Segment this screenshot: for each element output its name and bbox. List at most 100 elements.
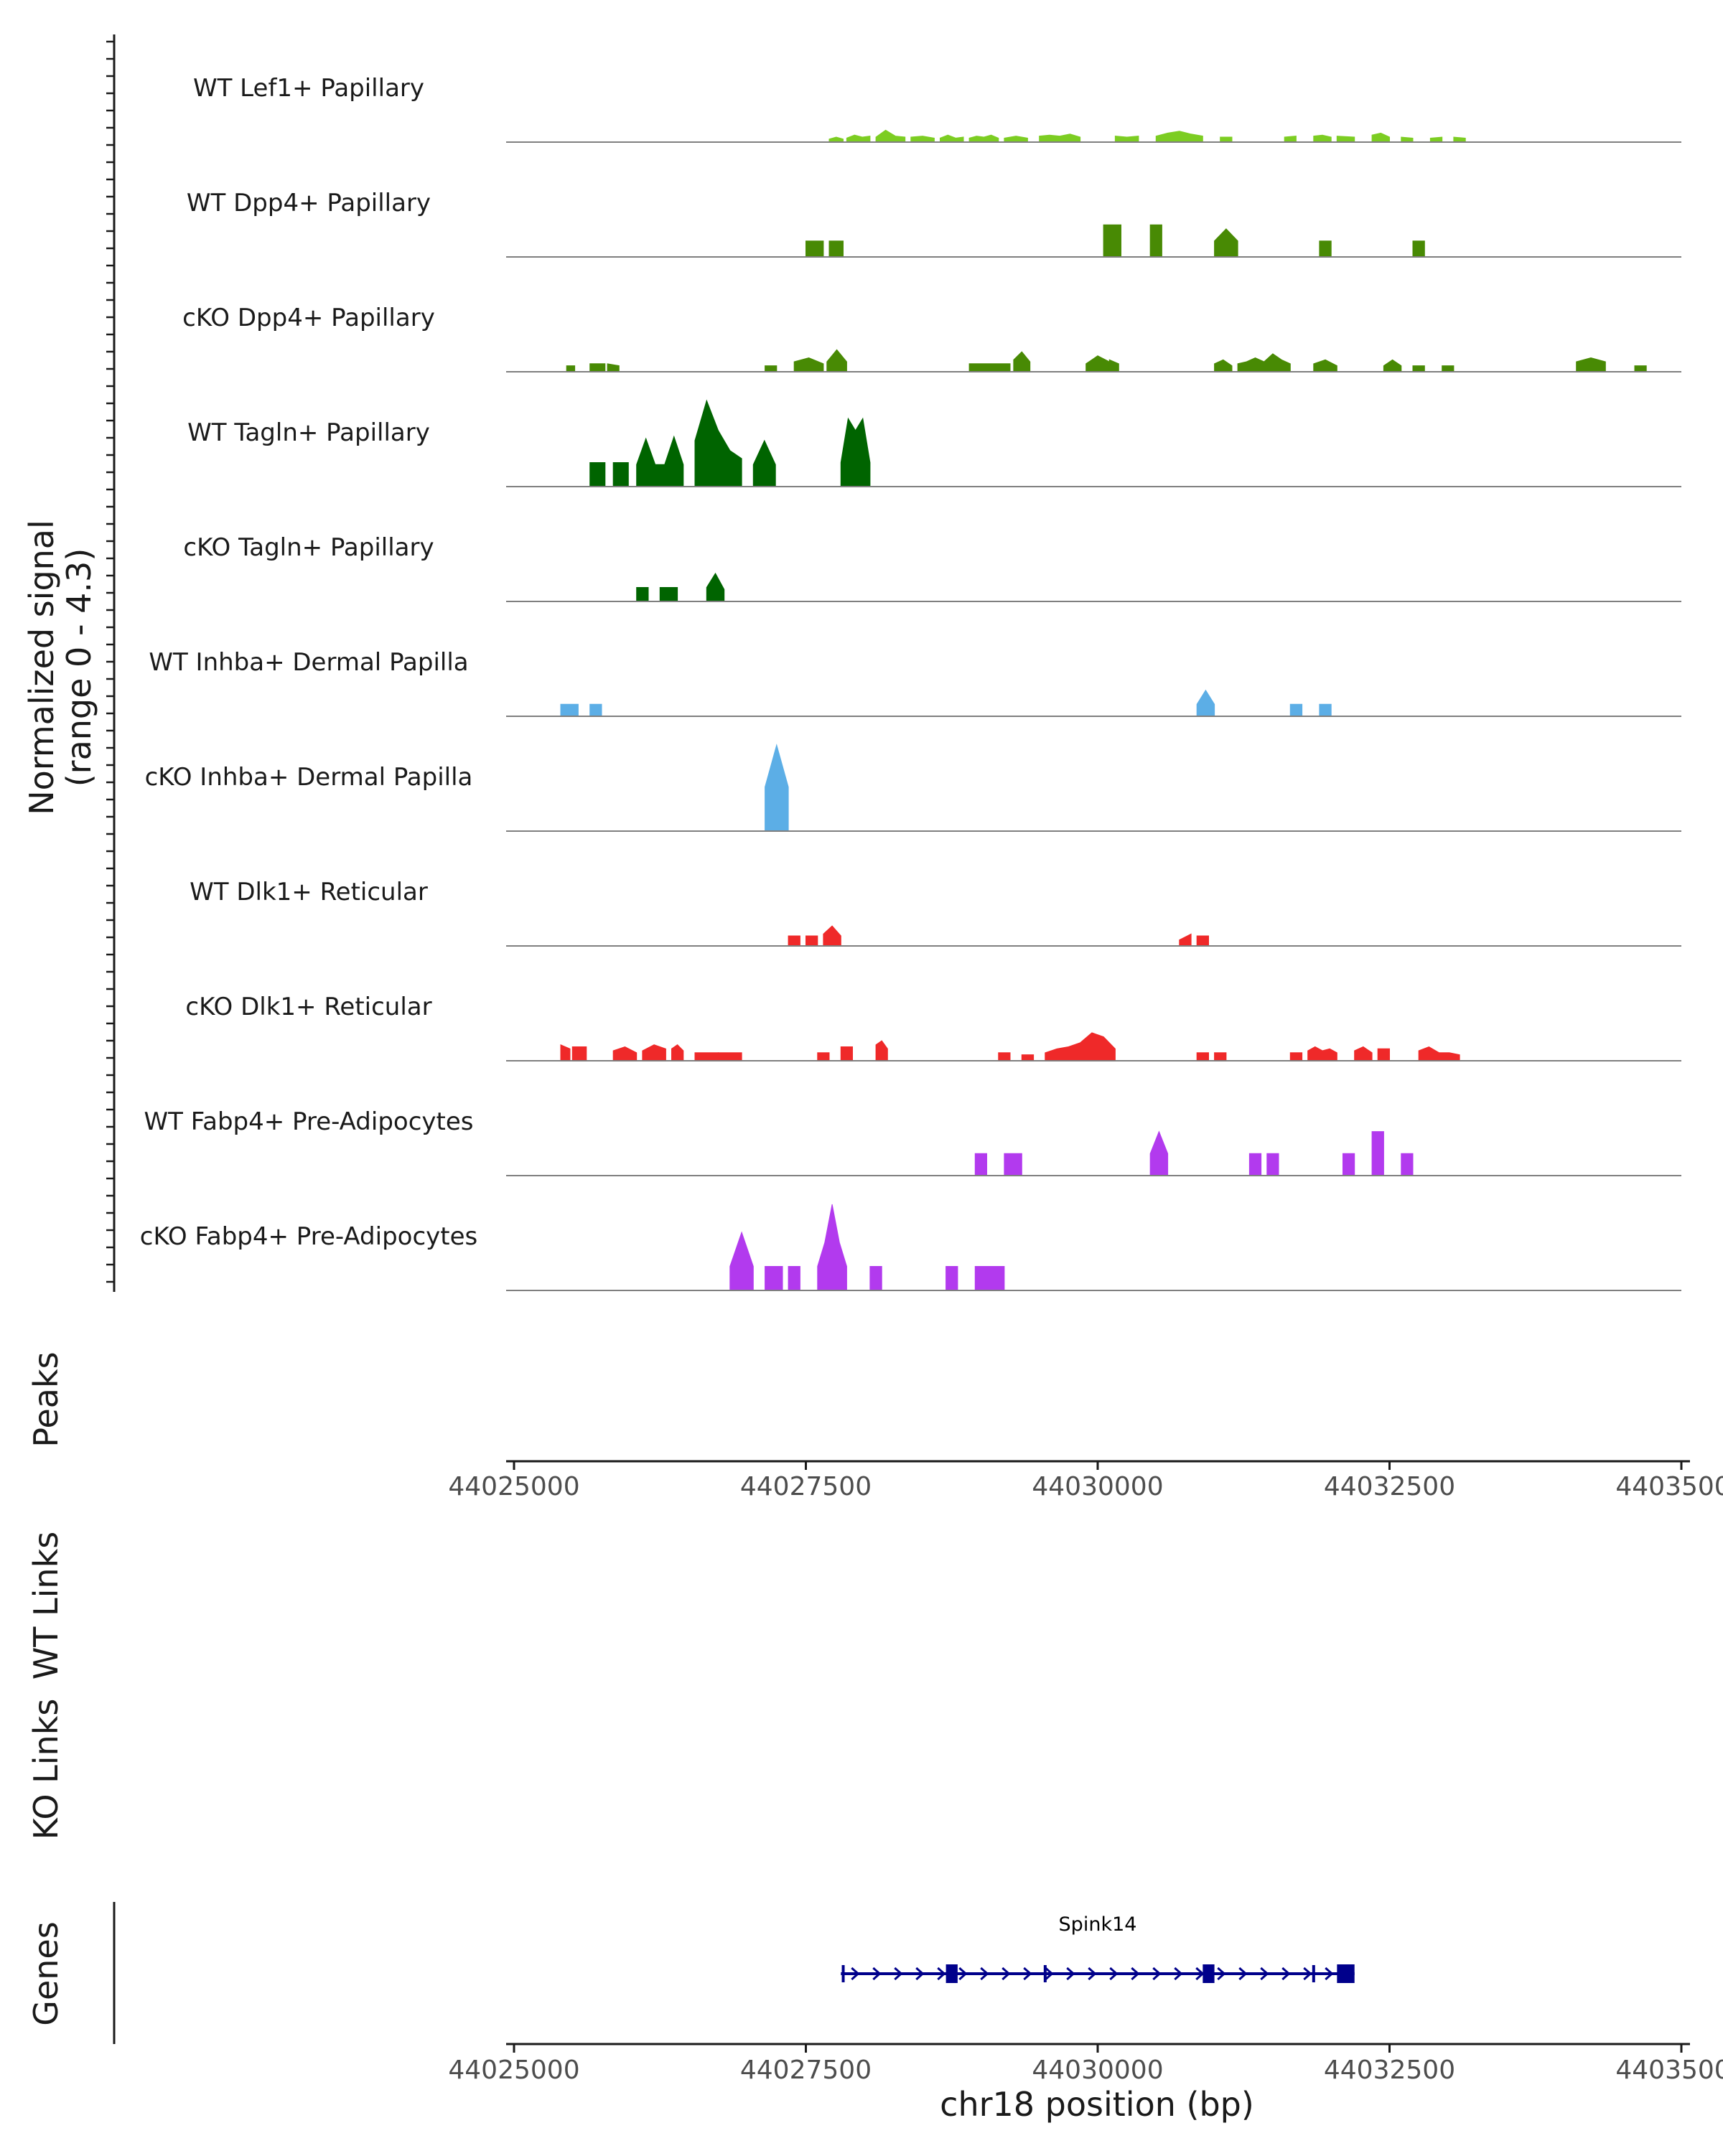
strand-arrow xyxy=(915,1967,925,1981)
gene-model: Spink14 xyxy=(841,1913,1355,1983)
coverage-peak xyxy=(1412,240,1425,258)
track-label: cKO Inhba+ Dermal Papilla xyxy=(145,763,473,792)
coverage-peak xyxy=(1401,136,1414,143)
coverage-peak xyxy=(1442,365,1454,372)
strand-arrow xyxy=(1325,1967,1334,1981)
coverage-peak xyxy=(729,1231,754,1291)
coverage-peak xyxy=(612,462,629,487)
coverage-peak xyxy=(642,1044,666,1061)
coverage-peak xyxy=(1576,357,1606,372)
coverage-peak xyxy=(1214,1052,1227,1061)
strand-arrow xyxy=(1303,1967,1312,1981)
coverage-peak xyxy=(765,365,778,372)
track: WT Dpp4+ Papillary xyxy=(187,189,1681,258)
track: WT Inhba+ Dermal Papilla xyxy=(149,648,1681,717)
strand-arrow xyxy=(851,1967,860,1981)
track-label: WT Dlk1+ Reticular xyxy=(190,878,428,906)
coverage-peak xyxy=(1354,1046,1373,1061)
coverage-peak xyxy=(571,1046,587,1061)
x-tick-label: 44035000 xyxy=(1615,1472,1723,1501)
coverage-peak xyxy=(788,1266,800,1291)
strand-arrow xyxy=(1066,1967,1075,1981)
coverage-peak xyxy=(1103,224,1121,258)
coverage-peak xyxy=(788,935,800,947)
bottom-x-axis: 44025000 44027500 44030000 44032500 44035000 xyxy=(448,2043,1723,2085)
coverage-peak xyxy=(1289,1052,1303,1061)
x-tick-label: 44025000 xyxy=(448,1472,579,1501)
x-tick-label: 44032500 xyxy=(1324,2056,1455,2085)
track-label: cKO Dpp4+ Papillary xyxy=(182,304,435,332)
coverage-peak xyxy=(1453,136,1466,143)
coverage-peak xyxy=(1634,365,1647,372)
coverage-peak xyxy=(846,134,871,143)
coverage-peak xyxy=(875,129,906,143)
coverage-peak xyxy=(1336,136,1355,143)
track-label: WT Inhba+ Dermal Papilla xyxy=(149,648,468,677)
strand-arrow xyxy=(1260,1967,1269,1981)
coverage-peak xyxy=(607,363,620,372)
gene-name-label: Spink14 xyxy=(1059,1913,1137,1936)
x-tick-label: 44030000 xyxy=(1032,2056,1163,2085)
coverage-peak xyxy=(793,357,824,372)
track-label: WT Tagln+ Papillary xyxy=(187,418,430,447)
x-axis-title: chr18 position (bp) xyxy=(940,2085,1254,2124)
coverage-peak xyxy=(589,703,602,717)
coverage-peak xyxy=(718,1052,742,1061)
strand-arrow xyxy=(1131,1967,1140,1981)
coverage-peak xyxy=(765,1266,783,1291)
strand-arrow xyxy=(1152,1967,1162,1981)
coverage-peak xyxy=(1214,359,1233,372)
gene-exon xyxy=(1203,1964,1215,1983)
strand-arrow xyxy=(1238,1967,1248,1981)
track-label: WT Lef1+ Papillary xyxy=(193,74,424,103)
coverage-peak xyxy=(1248,1153,1262,1176)
coverage-peak xyxy=(1021,1054,1035,1061)
coverage-peak xyxy=(998,1052,1011,1061)
coverage-peak xyxy=(817,1052,830,1061)
genes-panel-label: Genes xyxy=(27,1921,65,2025)
coverage-peak xyxy=(1039,133,1081,143)
coverage-peak xyxy=(828,136,844,143)
y-axis-title-line1: Normalized signal xyxy=(22,520,61,815)
coverage-peak xyxy=(1418,1046,1460,1061)
coverage-peak xyxy=(1149,224,1162,258)
coverage-peak xyxy=(1004,136,1028,143)
strand-arrow xyxy=(1001,1967,1011,1981)
track: cKO Tagln+ Papillary xyxy=(183,533,1681,602)
coverage-peak xyxy=(1319,703,1332,717)
track-label: WT Dpp4+ Papillary xyxy=(187,189,431,217)
track: WT Lef1+ Papillary xyxy=(193,74,1681,143)
coverage-peak xyxy=(612,1046,638,1061)
track: cKO Dlk1+ Reticular xyxy=(185,993,1681,1061)
coverage-peak xyxy=(671,1044,684,1061)
coverage-peak xyxy=(1371,132,1390,143)
strand-arrow xyxy=(958,1967,968,1981)
strand-arrow xyxy=(1217,1967,1226,1981)
coverage-peak xyxy=(869,1266,882,1291)
strand-arrow xyxy=(1195,1967,1205,1981)
coverage-peak xyxy=(1319,240,1332,258)
coverage-peak xyxy=(1149,1130,1169,1176)
track: cKO Dpp4+ Papillary xyxy=(182,304,1681,372)
coverage-peak xyxy=(1429,136,1443,143)
gene-exon xyxy=(1337,1964,1355,1983)
track-label: cKO Fabp4+ Pre-Adipocytes xyxy=(140,1222,478,1251)
coverage-peak xyxy=(636,435,684,487)
coverage-peak xyxy=(1289,703,1303,717)
coverage-peak xyxy=(589,462,606,487)
coverage-peak xyxy=(1214,228,1238,258)
track: WT Fabp4+ Pre-Adipocytes xyxy=(144,1107,1681,1176)
coverage-peak xyxy=(826,349,847,372)
coverage-peak xyxy=(1412,365,1425,372)
coverage-peak xyxy=(1284,136,1297,143)
strand-arrow xyxy=(1109,1967,1119,1981)
coverage-peak xyxy=(566,365,576,372)
coverage-peak xyxy=(1401,1153,1414,1176)
coverage-peak xyxy=(589,363,606,372)
x-tick-label: 44032500 xyxy=(1324,1472,1455,1501)
coverage-peak xyxy=(817,1204,847,1291)
track-label: WT Fabp4+ Pre-Adipocytes xyxy=(144,1107,474,1136)
coverage-peak xyxy=(968,134,999,143)
coverage-peak xyxy=(1045,1032,1116,1061)
strand-arrow xyxy=(1023,1967,1032,1981)
